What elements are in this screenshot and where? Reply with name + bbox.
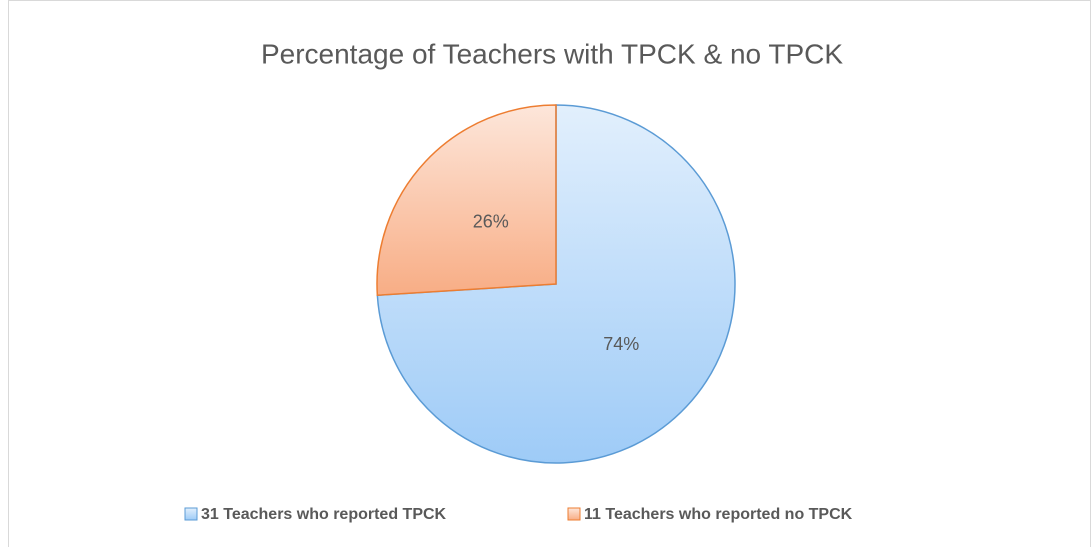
data-label: 74% (603, 334, 639, 354)
data-label: 26% (473, 211, 509, 231)
legend-swatch (184, 507, 198, 521)
legend-label: 11 Teachers who reported no TPCK (584, 506, 853, 523)
pie-slice (376, 104, 557, 297)
legend-label: 31 Teachers who reported TPCK (201, 506, 447, 523)
legend-swatch (567, 507, 581, 521)
chart-title: Percentage of Teachers with TPCK & no TP… (261, 38, 843, 69)
